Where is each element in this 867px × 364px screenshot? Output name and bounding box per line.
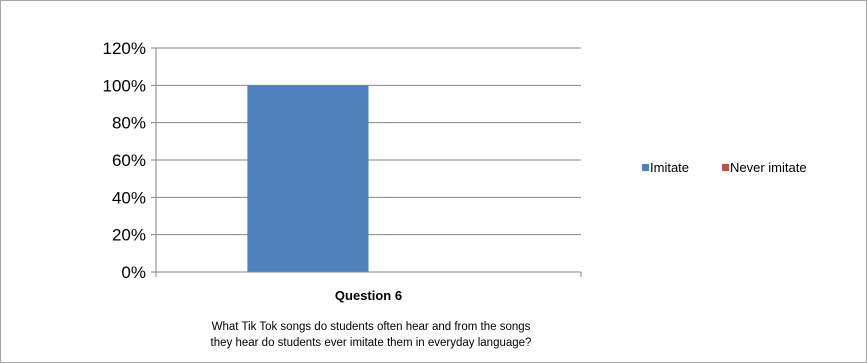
legend-label-0: Imitate bbox=[650, 160, 689, 175]
y-tick-label-5: 100% bbox=[103, 76, 146, 95]
legend-swatch-0 bbox=[642, 164, 649, 171]
caption-line-1: What Tik Tok songs do students often hea… bbox=[211, 321, 531, 333]
legend-label-1: Never imitate bbox=[730, 160, 807, 175]
y-tick-label-6: 120% bbox=[103, 39, 146, 58]
y-tick-label-1: 20% bbox=[112, 226, 146, 245]
legend-swatch-1 bbox=[722, 164, 729, 171]
y-tick-labels: 0% 20% 40% 60% 80% 100% 120% bbox=[103, 39, 146, 282]
axes bbox=[151, 47, 582, 277]
y-tick-label-3: 60% bbox=[112, 151, 146, 170]
y-tick-label-0: 0% bbox=[121, 263, 146, 282]
legend: Imitate Never imitate bbox=[642, 160, 807, 175]
caption-line-2: they hear do students ever imitate them … bbox=[210, 337, 532, 349]
chart-caption: What Tik Tok songs do students often hea… bbox=[141, 319, 601, 351]
y-tick-label-2: 40% bbox=[112, 188, 146, 207]
category-label-0: Question 6 bbox=[335, 288, 402, 303]
y-tick-label-4: 80% bbox=[112, 114, 146, 133]
bar-imitate bbox=[247, 85, 369, 272]
category-labels: Question 6 bbox=[335, 288, 402, 303]
bars bbox=[247, 85, 369, 272]
